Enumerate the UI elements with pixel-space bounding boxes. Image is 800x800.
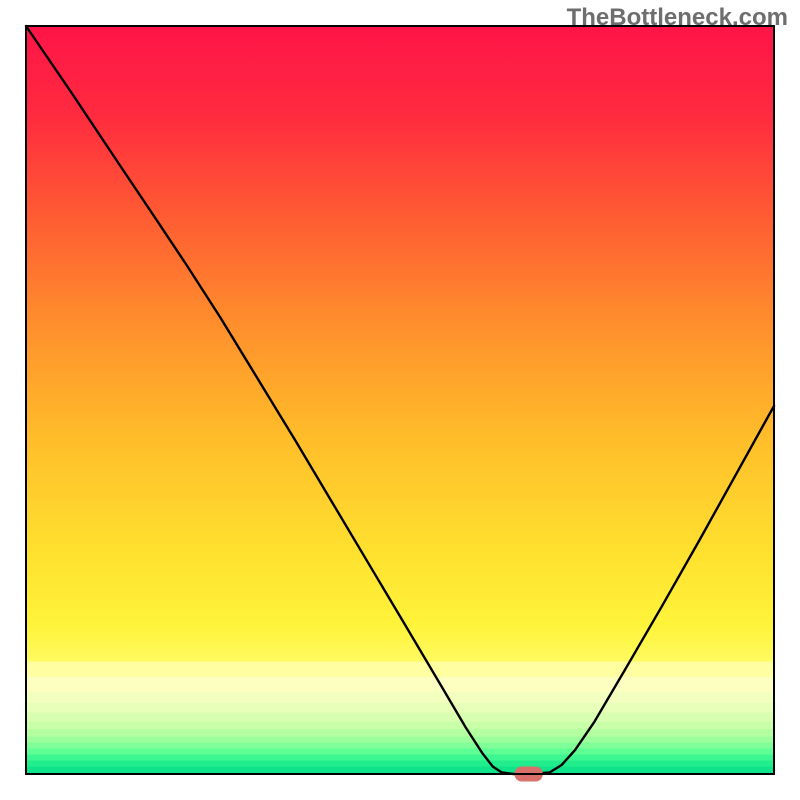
chart-background-band — [26, 749, 774, 755]
chart-background-band — [26, 729, 774, 737]
chart-container: TheBottleneck.com — [0, 0, 800, 800]
chart-background-band — [26, 737, 774, 743]
chart-background-band — [26, 692, 774, 704]
chart-background-band — [26, 677, 774, 692]
chart-background-band — [26, 722, 774, 730]
chart-background-band — [26, 703, 774, 713]
chart-background-gradient — [26, 26, 774, 662]
chart-background-band — [26, 662, 774, 677]
bottleneck-chart — [0, 0, 800, 800]
chart-background-band — [26, 713, 774, 722]
chart-background-band — [26, 761, 774, 767]
chart-background-band — [26, 755, 774, 761]
chart-background-band — [26, 743, 774, 749]
